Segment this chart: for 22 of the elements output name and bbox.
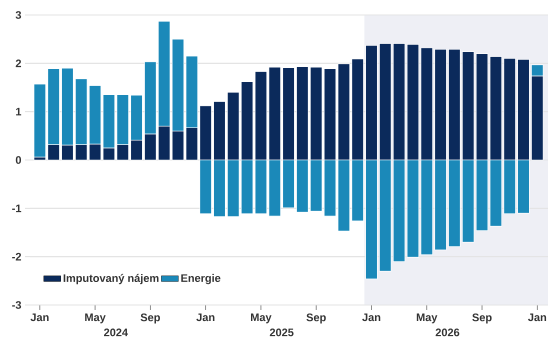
x-tick-label: Jan <box>528 314 546 322</box>
x-tick-label: May <box>416 314 438 324</box>
x-tick-label: Jan <box>30 314 49 322</box>
x-tick-label: Jan <box>196 314 214 322</box>
y-tick-label: 3 <box>16 11 22 19</box>
y-tick-label: 0 <box>16 156 22 164</box>
y-tick-label: -2 <box>12 252 22 260</box>
text: 2024 <box>104 328 128 336</box>
x-tick-label: Sep <box>306 314 326 324</box>
legend-label: Energie <box>181 274 220 284</box>
x-tick-label: May <box>85 314 106 324</box>
y-tick-label: -1 <box>12 204 22 212</box>
y-tick-label: 1 <box>16 108 22 116</box>
x-tick-label: Sep <box>140 314 160 324</box>
y-tick-label: -3 <box>12 301 22 309</box>
text: 2026 <box>436 328 460 336</box>
x-tick-label: May <box>250 314 272 324</box>
legend-label: Imputovaný nájem <box>64 274 158 284</box>
y-tick-label: 2 <box>16 60 22 68</box>
x-tick-label: Jan <box>362 314 380 322</box>
x-tick-label: Sep <box>472 314 492 324</box>
text: 2025 <box>270 328 294 336</box>
